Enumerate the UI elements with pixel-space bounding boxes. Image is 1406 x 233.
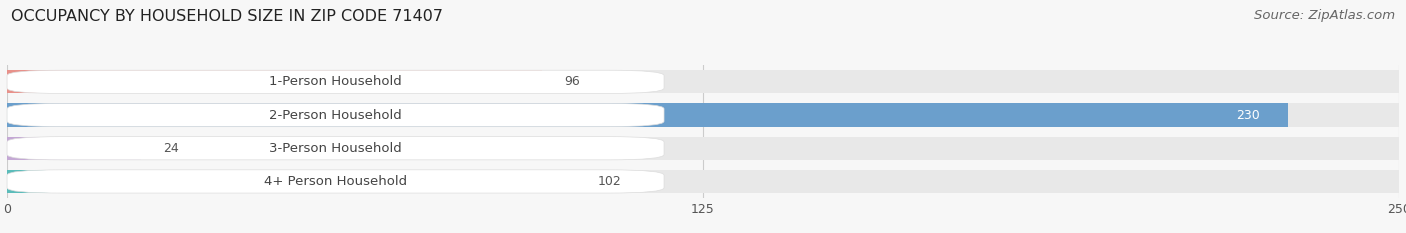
Bar <box>7 170 575 193</box>
Text: 96: 96 <box>564 75 579 88</box>
Text: 4+ Person Household: 4+ Person Household <box>264 175 408 188</box>
Bar <box>7 137 1399 160</box>
FancyBboxPatch shape <box>7 70 664 93</box>
Text: 24: 24 <box>163 142 179 155</box>
FancyBboxPatch shape <box>7 170 664 193</box>
Bar <box>7 137 141 160</box>
Text: OCCUPANCY BY HOUSEHOLD SIZE IN ZIP CODE 71407: OCCUPANCY BY HOUSEHOLD SIZE IN ZIP CODE … <box>11 9 443 24</box>
Bar <box>7 103 1288 127</box>
Bar <box>7 70 541 93</box>
FancyBboxPatch shape <box>7 103 664 127</box>
Text: 1-Person Household: 1-Person Household <box>269 75 402 88</box>
Bar <box>7 103 1399 127</box>
Text: 2-Person Household: 2-Person Household <box>269 109 402 122</box>
Bar <box>7 170 1399 193</box>
Text: Source: ZipAtlas.com: Source: ZipAtlas.com <box>1254 9 1395 22</box>
Text: 3-Person Household: 3-Person Household <box>269 142 402 155</box>
Text: 102: 102 <box>598 175 621 188</box>
Bar <box>7 70 1399 93</box>
FancyBboxPatch shape <box>7 137 664 160</box>
Text: 230: 230 <box>1236 109 1260 122</box>
